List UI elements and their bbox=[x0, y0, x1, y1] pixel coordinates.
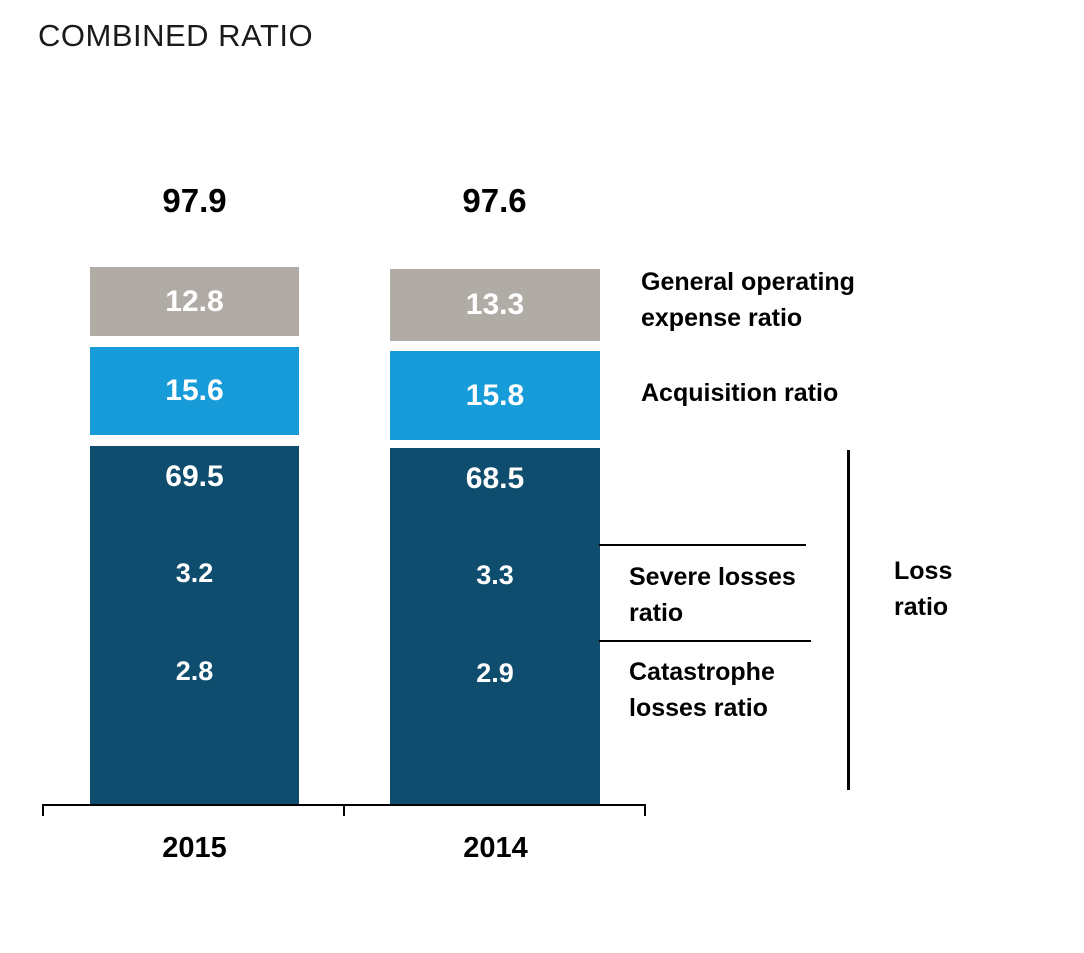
legend-catastrophe-losses-ratio: Catastrophe losses ratio bbox=[629, 658, 775, 722]
severe-losses-pointer-line bbox=[599, 544, 806, 546]
bar-2015-general-operating-expense-segment: 12.8 bbox=[90, 267, 299, 336]
total-value-2015: 97.9 bbox=[162, 182, 227, 219]
legend-acquisition-ratio: Acquisition ratio bbox=[641, 379, 839, 407]
bar-2014-loss-ratio-segment: 68.5 3.3 2.9 bbox=[390, 448, 600, 804]
legend-general-operating-expense-ratio: General operating expense ratio bbox=[641, 268, 855, 332]
chart-title: COMBINED RATIO bbox=[38, 18, 314, 53]
category-label-2015: 2015 bbox=[162, 832, 227, 864]
bar-2015-acquisition-segment: 15.6 bbox=[90, 347, 299, 435]
loss-ratio-bracket-line bbox=[847, 450, 850, 790]
bar-2015-loss-ratio-segment: 69.5 3.2 2.8 bbox=[90, 446, 299, 804]
segment-value: 13.3 bbox=[465, 288, 525, 321]
segment-value: 69.5 bbox=[165, 460, 224, 493]
axis-tick bbox=[343, 804, 345, 816]
segment-value: 68.5 bbox=[465, 462, 525, 495]
segment-value: 12.8 bbox=[165, 284, 224, 318]
severe-losses-value-2015: 3.2 bbox=[175, 558, 214, 588]
segment-value: 15.6 bbox=[165, 374, 224, 407]
total-value-2014: 97.6 bbox=[462, 182, 527, 219]
legend-severe-losses-ratio: Severe losses ratio bbox=[629, 563, 796, 627]
catastrophe-losses-value-2014: 2.9 bbox=[476, 658, 514, 688]
bar-2014-acquisition-segment: 15.8 bbox=[390, 351, 600, 440]
severe-losses-value-2014: 3.3 bbox=[476, 560, 514, 590]
bar-2014-general-operating-expense-segment: 13.3 bbox=[390, 269, 600, 341]
catastrophe-losses-value-2015: 2.8 bbox=[175, 656, 214, 686]
catastrophe-losses-pointer-line bbox=[599, 640, 811, 642]
segment-value: 15.8 bbox=[465, 378, 525, 412]
axis-tick bbox=[644, 804, 646, 816]
category-label-2014: 2014 bbox=[463, 832, 528, 864]
axis-tick bbox=[42, 804, 44, 816]
legend-loss-ratio: Loss ratio bbox=[894, 557, 953, 621]
